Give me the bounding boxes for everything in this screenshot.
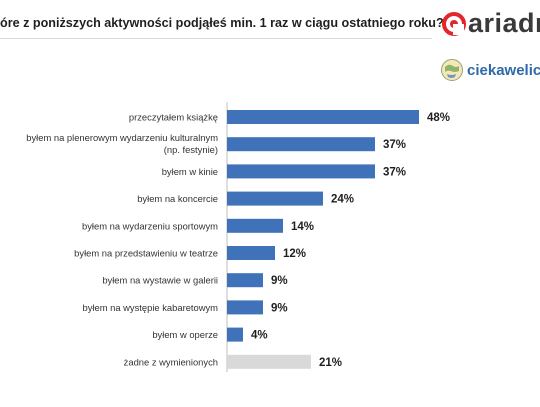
category-label: byłem na wydarzeniu sportowym	[82, 220, 218, 231]
category-label: byłem na wystawie w galerii	[102, 275, 218, 286]
bar	[227, 300, 263, 315]
category-label: byłem na koncercie	[137, 193, 218, 204]
data-label: 21%	[319, 357, 342, 369]
data-label: 37%	[383, 166, 406, 178]
ciekaweliczby-logo-text: ciekaweliczb	[467, 62, 540, 79]
category-label: byłem na plenerowym wydarzeniu kulturaln…	[26, 132, 218, 155]
bar	[227, 137, 375, 152]
bar	[227, 354, 311, 369]
data-label: 4%	[251, 330, 268, 342]
bar	[227, 327, 243, 342]
bar	[227, 218, 283, 233]
ariadna-logo-icon	[442, 12, 466, 36]
chart-title: óre z poniższych aktywności podjąłeś min…	[0, 16, 444, 30]
category-label: przeczytałem książkę	[129, 112, 218, 123]
globe-icon	[441, 59, 463, 81]
data-label: 14%	[291, 221, 314, 233]
data-label: 24%	[331, 194, 354, 206]
bars-group: przeczytałem książkę 48% byłem na plenerow…	[26, 110, 450, 369]
ciekaweliczby-logo: ciekaweliczb	[440, 58, 540, 84]
ariadna-logo: ariadr	[440, 6, 540, 42]
bar	[227, 246, 275, 260]
category-label: żadne z wymienionych	[124, 356, 218, 367]
data-label: 9%	[271, 302, 288, 314]
category-label: byłem na przedstawieniu w teatrze	[74, 248, 218, 259]
bar	[227, 273, 263, 288]
category-label: byłem na występie kabaretowym	[83, 302, 219, 313]
data-label: 37%	[383, 139, 406, 151]
category-label: byłem w kinie	[162, 166, 218, 177]
category-label: byłem w operze	[152, 329, 218, 340]
data-label: 48%	[427, 112, 450, 124]
bar	[227, 110, 419, 124]
ariadna-logo-text: ariadr	[468, 8, 540, 38]
bar	[227, 164, 375, 179]
data-label: 12%	[283, 248, 306, 260]
title-divider	[0, 38, 432, 39]
bar	[227, 191, 323, 206]
data-label: 9%	[271, 275, 288, 287]
